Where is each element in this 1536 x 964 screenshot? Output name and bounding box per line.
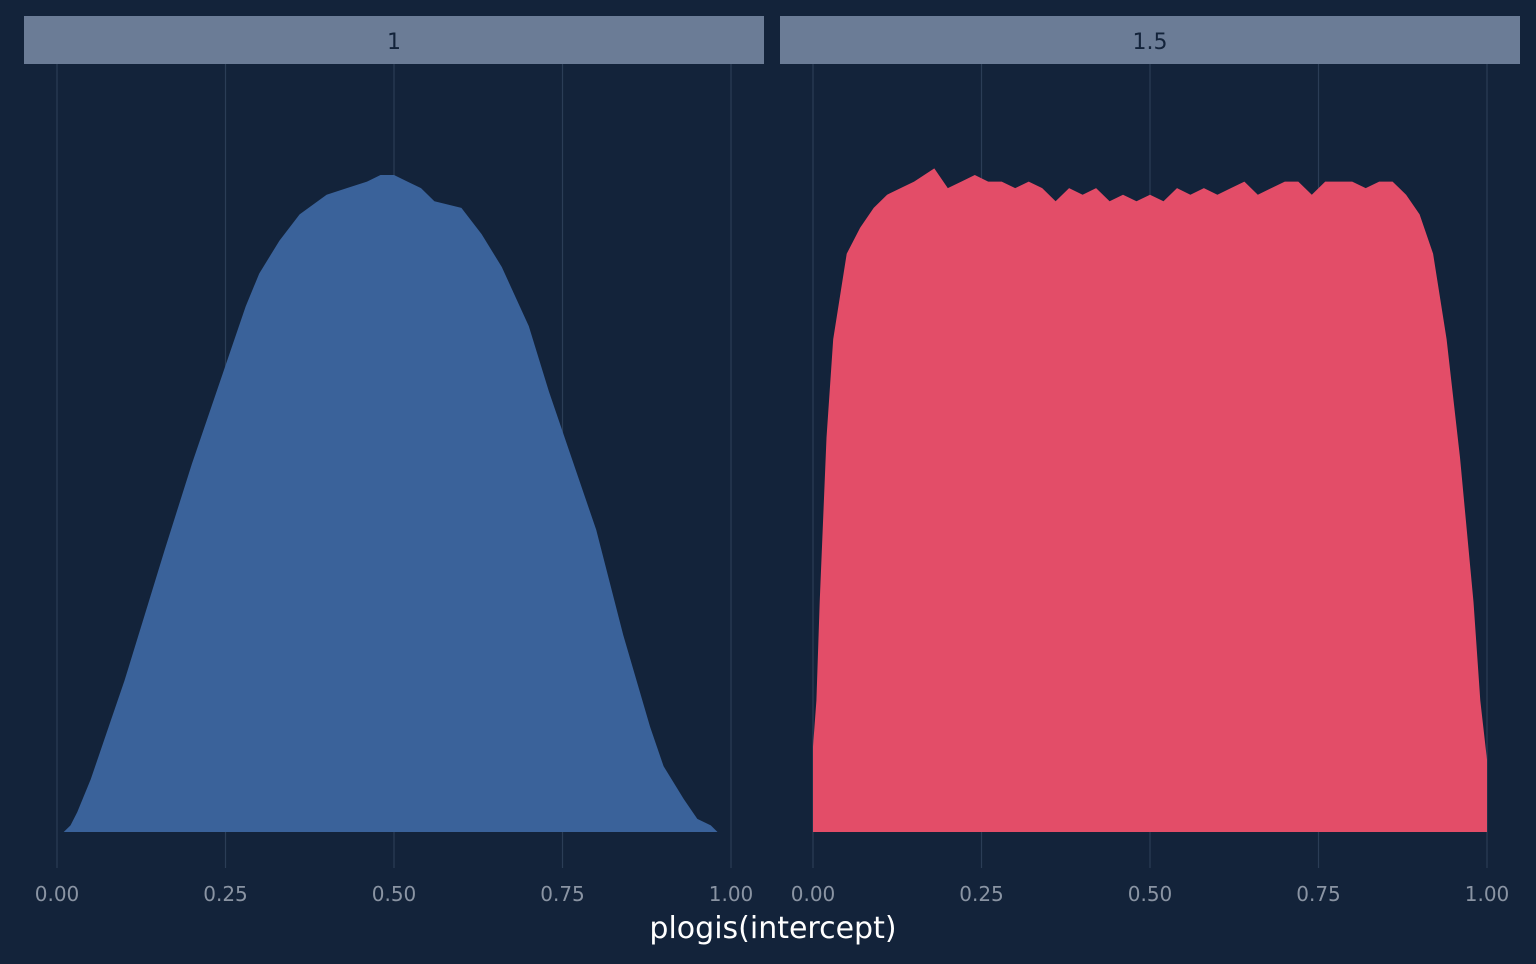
density-area (63, 175, 725, 832)
x-tick-label: 0.00 (791, 882, 836, 906)
facet-strip (780, 16, 1520, 64)
x-tick-label: 1.00 (709, 882, 754, 906)
facet-strip-label: 1 (387, 30, 401, 55)
facet-strip-label: 1.5 (1133, 30, 1168, 55)
x-tick-label: 0.00 (35, 882, 80, 906)
facet-strip (24, 16, 764, 64)
facet-panel-1: 1 0.00 0.25 0.50 0.75 1.00 (24, 16, 764, 906)
x-tick-label: 0.25 (959, 882, 1004, 906)
x-tick-label: 0.75 (540, 882, 585, 906)
x-tick-label: 0.50 (372, 882, 417, 906)
density-area (813, 168, 1487, 832)
facet-panel-1-5: 1.5 0.00 0.25 0.50 0.75 1.00 (780, 16, 1520, 906)
x-tick-label: 0.50 (1128, 882, 1173, 906)
facet-panels: 1 0.00 0.25 0.50 0.75 1.00 1.5 0.00 0.25 0.50 0.75… (24, 16, 1520, 906)
x-axis-title: plogis(intercept) (649, 911, 896, 946)
x-tick-label: 1.00 (1465, 882, 1510, 906)
x-tick-label: 0.25 (203, 882, 248, 906)
x-tick-label: 0.75 (1296, 882, 1341, 906)
